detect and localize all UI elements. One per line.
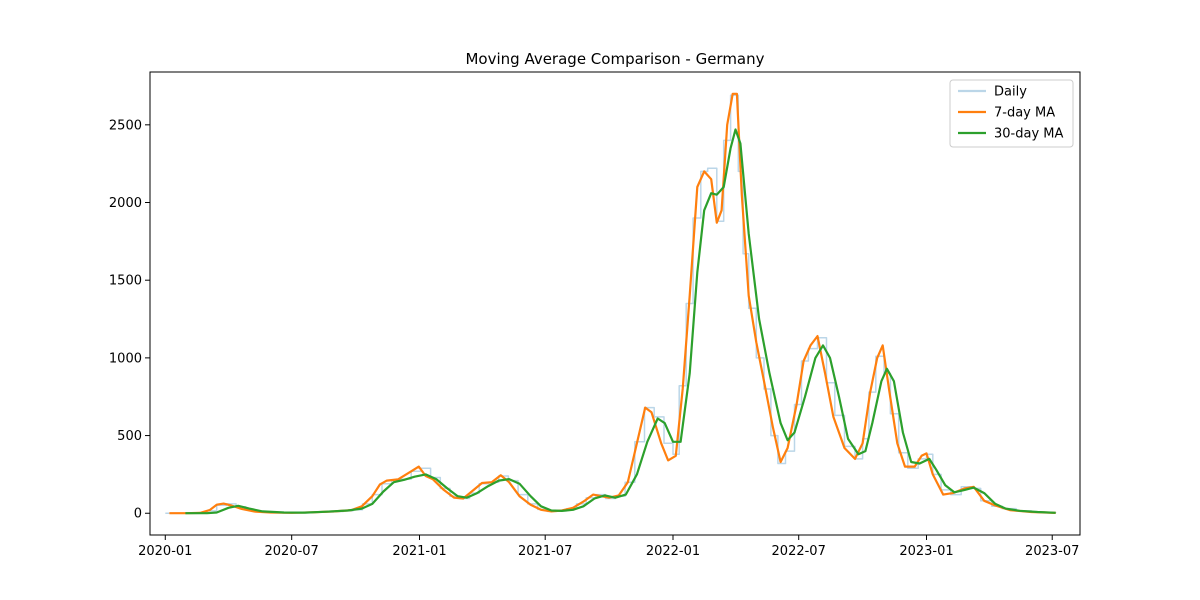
legend: Daily 7-day MA 30-day MA — [949, 79, 1074, 148]
x-axis: 2020-01 2020-07 2021-01 2021-07 2022-01 2022-… — [138, 535, 1079, 559]
x-tick-label: 2021-07 — [518, 544, 572, 559]
x-tick-label: 2023-01 — [899, 544, 953, 559]
plot-frame — [149, 71, 1081, 536]
chart-title: Moving Average Comparison - Germany — [465, 50, 764, 68]
legend-box — [949, 79, 1074, 148]
x-tick-label: 2022-01 — [646, 544, 700, 559]
legend-label: Daily — [994, 85, 1027, 100]
legend-label: 7-day MA — [994, 106, 1055, 121]
x-tick-label: 2020-01 — [138, 544, 192, 559]
x-tick-label: 2022-07 — [772, 544, 826, 559]
y-tick-label: 2000 — [109, 196, 142, 211]
y-tick-label: 2500 — [109, 118, 142, 133]
x-tick-label: 2023-07 — [1025, 544, 1079, 559]
y-tick-label: 1000 — [109, 351, 142, 366]
y-tick-label: 1500 — [109, 274, 142, 289]
x-tick-label: 2020-07 — [265, 544, 319, 559]
y-tick-label: 500 — [117, 429, 142, 444]
series-line-7-day-ma — [169, 92, 1056, 515]
legend-label: 30-day MA — [994, 127, 1063, 142]
series-line-daily — [165, 94, 1057, 514]
y-tick-label: 0 — [134, 507, 142, 522]
series-line-30-day-ma — [185, 128, 1056, 515]
y-axis: 0 500 1000 1500 2000 2500 — [109, 118, 150, 522]
x-tick-label: 2021-01 — [392, 544, 446, 559]
